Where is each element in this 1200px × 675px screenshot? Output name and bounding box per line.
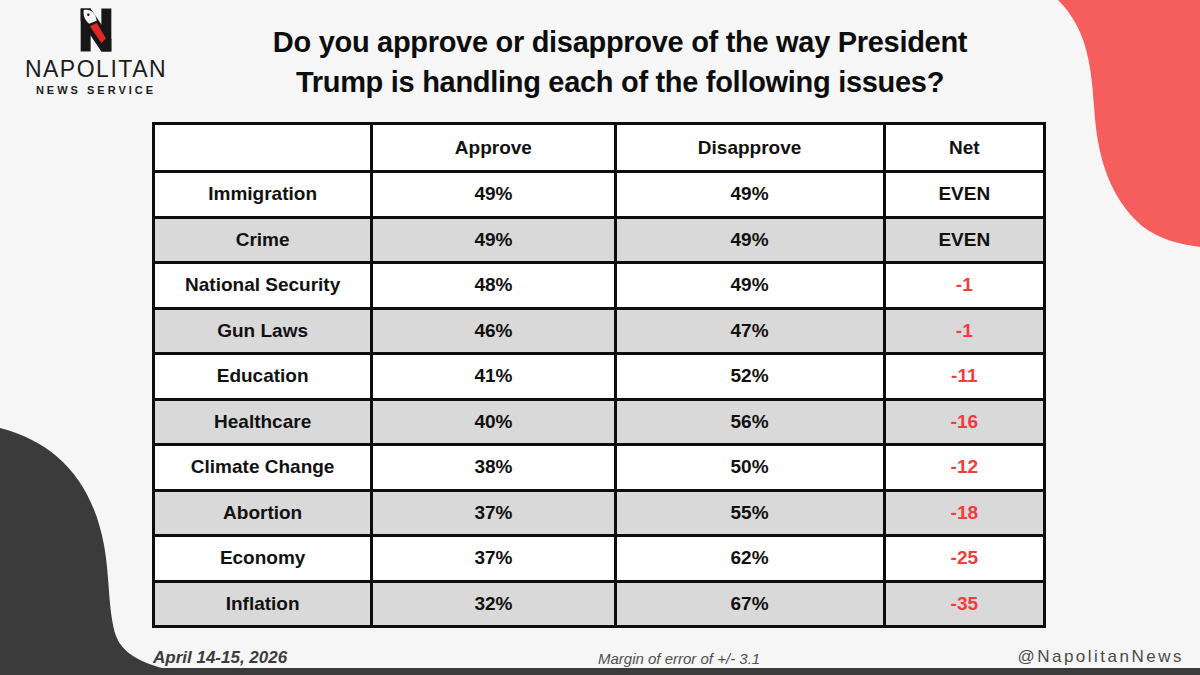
table-row: Healthcare40%56%-16 — [154, 399, 1045, 445]
table-row: Climate Change38%50%-12 — [154, 445, 1045, 491]
disapprove-cell: 49% — [615, 263, 884, 309]
approve-cell: 49% — [372, 217, 615, 263]
approve-cell: 37% — [372, 536, 615, 582]
issue-cell: Education — [154, 354, 372, 400]
issue-cell: Inflation — [154, 581, 372, 627]
issue-column-header — [154, 124, 372, 172]
table-row: Education41%52%-11 — [154, 354, 1045, 400]
table-row: Abortion37%55%-18 — [154, 490, 1045, 536]
table-row: Immigration49%49%EVEN — [154, 172, 1045, 218]
disapprove-cell: 50% — [615, 445, 884, 491]
table-row: Economy37%62%-25 — [154, 536, 1045, 582]
disapprove-cell: 67% — [615, 581, 884, 627]
margin-of-error: Margin of error of +/- 3.1 — [598, 650, 760, 667]
table-row: Crime49%49%EVEN — [154, 217, 1045, 263]
approve-column-header: Approve — [372, 124, 615, 172]
disapprove-cell: 49% — [615, 217, 884, 263]
issue-cell: Immigration — [154, 172, 372, 218]
issue-cell: Climate Change — [154, 445, 372, 491]
net-cell: EVEN — [884, 172, 1044, 218]
issue-cell: National Security — [154, 263, 372, 309]
poll-date: April 14-15, 2026 — [153, 648, 287, 668]
bottom-accent-bar — [0, 668, 1200, 675]
net-cell: -1 — [884, 308, 1044, 354]
infographic-canvas: NAPOLITAN NEWS SERVICE Do you approve or… — [0, 0, 1200, 675]
disapprove-cell: 62% — [615, 536, 884, 582]
net-cell: EVEN — [884, 217, 1044, 263]
issue-cell: Crime — [154, 217, 372, 263]
net-cell: -16 — [884, 399, 1044, 445]
title-line-1: Do you approve or disapprove of the way … — [40, 22, 1200, 62]
approve-cell: 46% — [372, 308, 615, 354]
disapprove-cell: 52% — [615, 354, 884, 400]
approve-cell: 41% — [372, 354, 615, 400]
approve-cell: 32% — [372, 581, 615, 627]
approve-cell: 49% — [372, 172, 615, 218]
net-cell: -1 — [884, 263, 1044, 309]
social-handle: @NapolitanNews — [1017, 647, 1184, 667]
title-line-2: Trump is handling each of the following … — [40, 62, 1200, 102]
poll-table-header: Approve Disapprove Net — [154, 124, 1045, 172]
disapprove-cell: 55% — [615, 490, 884, 536]
issue-cell: Abortion — [154, 490, 372, 536]
disapprove-column-header: Disapprove — [615, 124, 884, 172]
net-cell: -25 — [884, 536, 1044, 582]
issue-cell: Gun Laws — [154, 308, 372, 354]
poll-question-title: Do you approve or disapprove of the way … — [40, 22, 1200, 102]
approve-cell: 40% — [372, 399, 615, 445]
table-row: Gun Laws46%47%-1 — [154, 308, 1045, 354]
issue-cell: Healthcare — [154, 399, 372, 445]
issue-cell: Economy — [154, 536, 372, 582]
approve-cell: 48% — [372, 263, 615, 309]
net-cell: -35 — [884, 581, 1044, 627]
poll-table-body: Immigration49%49%EVENCrime49%49%EVENNati… — [154, 172, 1045, 627]
disapprove-cell: 49% — [615, 172, 884, 218]
table-row: Inflation32%67%-35 — [154, 581, 1045, 627]
header-row: Approve Disapprove Net — [154, 124, 1045, 172]
table-row: National Security48%49%-1 — [154, 263, 1045, 309]
net-cell: -18 — [884, 490, 1044, 536]
disapprove-cell: 56% — [615, 399, 884, 445]
approve-cell: 38% — [372, 445, 615, 491]
net-column-header: Net — [884, 124, 1044, 172]
disapprove-cell: 47% — [615, 308, 884, 354]
approve-cell: 37% — [372, 490, 615, 536]
net-cell: -12 — [884, 445, 1044, 491]
net-cell: -11 — [884, 354, 1044, 400]
poll-table: Approve Disapprove Net Immigration49%49%… — [152, 122, 1046, 628]
